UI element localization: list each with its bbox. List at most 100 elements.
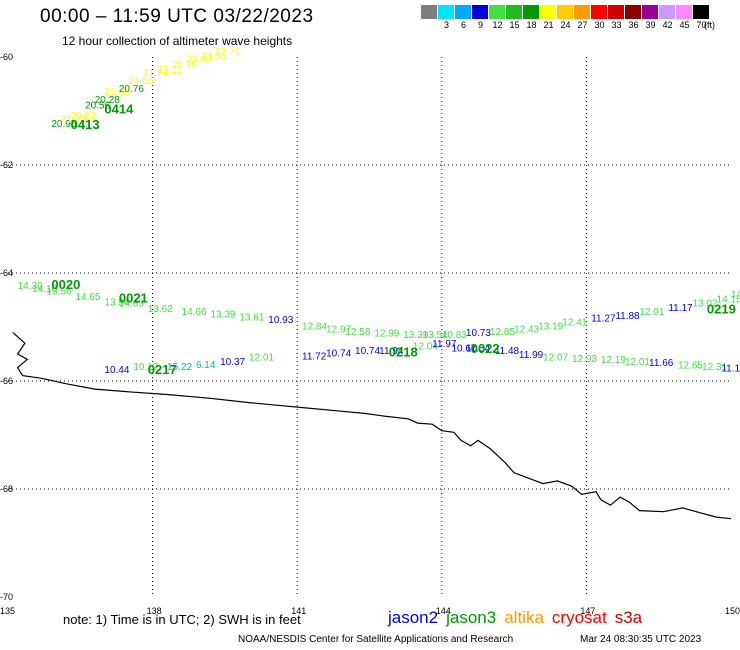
wave-height-value: 14.65	[75, 292, 100, 303]
legend-label: 9	[477, 20, 483, 30]
wave-height-value: 12.41	[562, 317, 587, 328]
legend-swatch	[608, 5, 625, 19]
wave-height-value: 13.61	[239, 313, 264, 324]
satellite-legend: jason2 jason3 altika cryosat s3a	[388, 608, 650, 628]
lat-tick-label: -70	[0, 592, 13, 602]
wave-height-value: 23.08	[186, 54, 211, 65]
time-label: 0022	[471, 341, 500, 356]
satellite-altika: altika	[504, 608, 544, 627]
legend-label: 33	[611, 20, 622, 30]
wave-height-value: 22.21	[157, 65, 182, 76]
legend-swatch	[472, 5, 489, 19]
wave-height-value: 21.55	[129, 76, 154, 87]
satellite-s3a: s3a	[614, 608, 643, 627]
time-label: 0218	[389, 345, 418, 360]
lon-tick-label: 138	[147, 606, 162, 616]
lat-tick-label: -62	[0, 160, 13, 170]
wave-height-value: 12.99	[374, 329, 399, 340]
wave-height-value: 13.19	[538, 322, 563, 333]
page-title: 00:00 – 11:59 UTC 03/22/2023	[40, 6, 314, 27]
wave-height-value: 10.12	[133, 362, 158, 373]
legend-label: 12	[492, 20, 503, 30]
credit-text: NOAA/NESDIS Center for Satellite Applica…	[238, 634, 514, 645]
wave-height-value: 21.10	[104, 87, 129, 98]
wave-height-value: 10.83	[442, 330, 467, 341]
wave-height-value: 13.39	[210, 309, 235, 320]
legend-swatch	[574, 5, 591, 19]
wave-height-value: 14.15	[717, 295, 740, 306]
page-subtitle: 12 hour collection of altimeter wave hei…	[62, 34, 293, 48]
legend-swatch	[642, 5, 659, 19]
wave-height-value: 12.43	[514, 324, 539, 335]
wave-height-value: 12.01	[639, 307, 664, 318]
legend-label: 27	[577, 20, 588, 30]
lon-tick-label: 144	[436, 606, 451, 616]
legend-label: 70	[696, 20, 707, 30]
wave-height-value: 12.01	[625, 357, 650, 368]
wave-height-value: 10.93	[268, 315, 293, 326]
legend-label: 18	[526, 20, 537, 30]
wave-height-value: 10.44	[104, 365, 129, 376]
wave-height-value: 11.99	[519, 350, 544, 361]
wave-height-value: 12.85	[490, 327, 515, 338]
wave-height-value: 13.94	[104, 297, 129, 308]
wave-height-value: 12.97	[326, 324, 351, 335]
wave-height-value: 11.72	[302, 351, 327, 362]
wave-height-value: 10.37	[220, 357, 245, 368]
wave-height-value: 12.07	[543, 352, 568, 363]
timestamp: Mar 24 08:30:35 UTC 2023	[580, 634, 702, 645]
legend-swatch	[506, 5, 523, 19]
wave-height-value: 14.66	[182, 307, 207, 318]
satellite-cryosat: cryosat	[551, 608, 607, 627]
lat-tick-label: -64	[0, 268, 13, 278]
legend-label: 42	[662, 20, 673, 30]
wave-height-value: 12.93	[572, 354, 597, 365]
wave-height-value: 11.88	[615, 311, 640, 322]
lat-tick-label: -68	[0, 484, 13, 494]
lon-tick-label: 147	[580, 606, 595, 616]
wave-height-value: 10.67	[451, 343, 476, 354]
footer-note: note: 1) Time is in UTC; 2) SWH is in fe…	[63, 612, 301, 627]
time-label: 0413	[71, 117, 100, 132]
wave-height-value: 14.30	[18, 281, 43, 292]
lon-tick-label: 135	[0, 606, 15, 616]
wave-height-value: 22.79	[172, 60, 197, 71]
wave-height-value: 13.56	[47, 287, 72, 298]
wave-height-value: 14.10	[32, 284, 57, 295]
legend-swatch	[693, 5, 710, 19]
wave-height-value: 13.54	[423, 330, 448, 341]
legend-swatch	[421, 5, 438, 19]
legend-swatch	[591, 5, 608, 19]
wave-height-value: 21.74	[143, 68, 168, 79]
legend-swatch	[676, 5, 693, 19]
wave-height-value: 11.97	[432, 339, 457, 350]
color-legend: (ft) 3 6 9 12 15 18 21 24 27 30 33 36 39 42 45 70	[421, 5, 731, 31]
wave-height-value: 23.71	[215, 46, 240, 57]
lat-tick-label: -60	[0, 52, 13, 62]
legend-label: 6	[460, 20, 466, 30]
wave-height-value: 20.76	[119, 84, 144, 95]
legend-swatch	[489, 5, 506, 19]
legend-swatch	[557, 5, 574, 19]
wave-height-value: 14.63	[119, 298, 144, 309]
satellite-jason2: jason2	[388, 608, 439, 627]
lon-tick-label: 141	[291, 606, 306, 616]
legend-label: 39	[645, 20, 656, 30]
legend-label: 21	[543, 20, 554, 30]
satellite-jason3: jason3	[446, 608, 497, 627]
legend-label: 45	[679, 20, 690, 30]
time-label: 0219	[707, 302, 736, 317]
wave-height-value: 13.39	[403, 330, 428, 341]
lon-tick-label: 150	[725, 606, 740, 616]
wave-height-value: 11.10	[721, 363, 740, 374]
legend-swatch	[540, 5, 557, 19]
wave-height-value: 11.48	[495, 346, 520, 357]
legend-swatch	[438, 5, 455, 19]
legend-swatch	[455, 5, 472, 19]
wave-height-value: 12.04	[413, 342, 438, 353]
legend-swatch	[659, 5, 676, 19]
legend-label: 15	[509, 20, 520, 30]
wave-height-value: 12.01	[249, 352, 274, 363]
lat-tick-label: -66	[0, 376, 13, 386]
